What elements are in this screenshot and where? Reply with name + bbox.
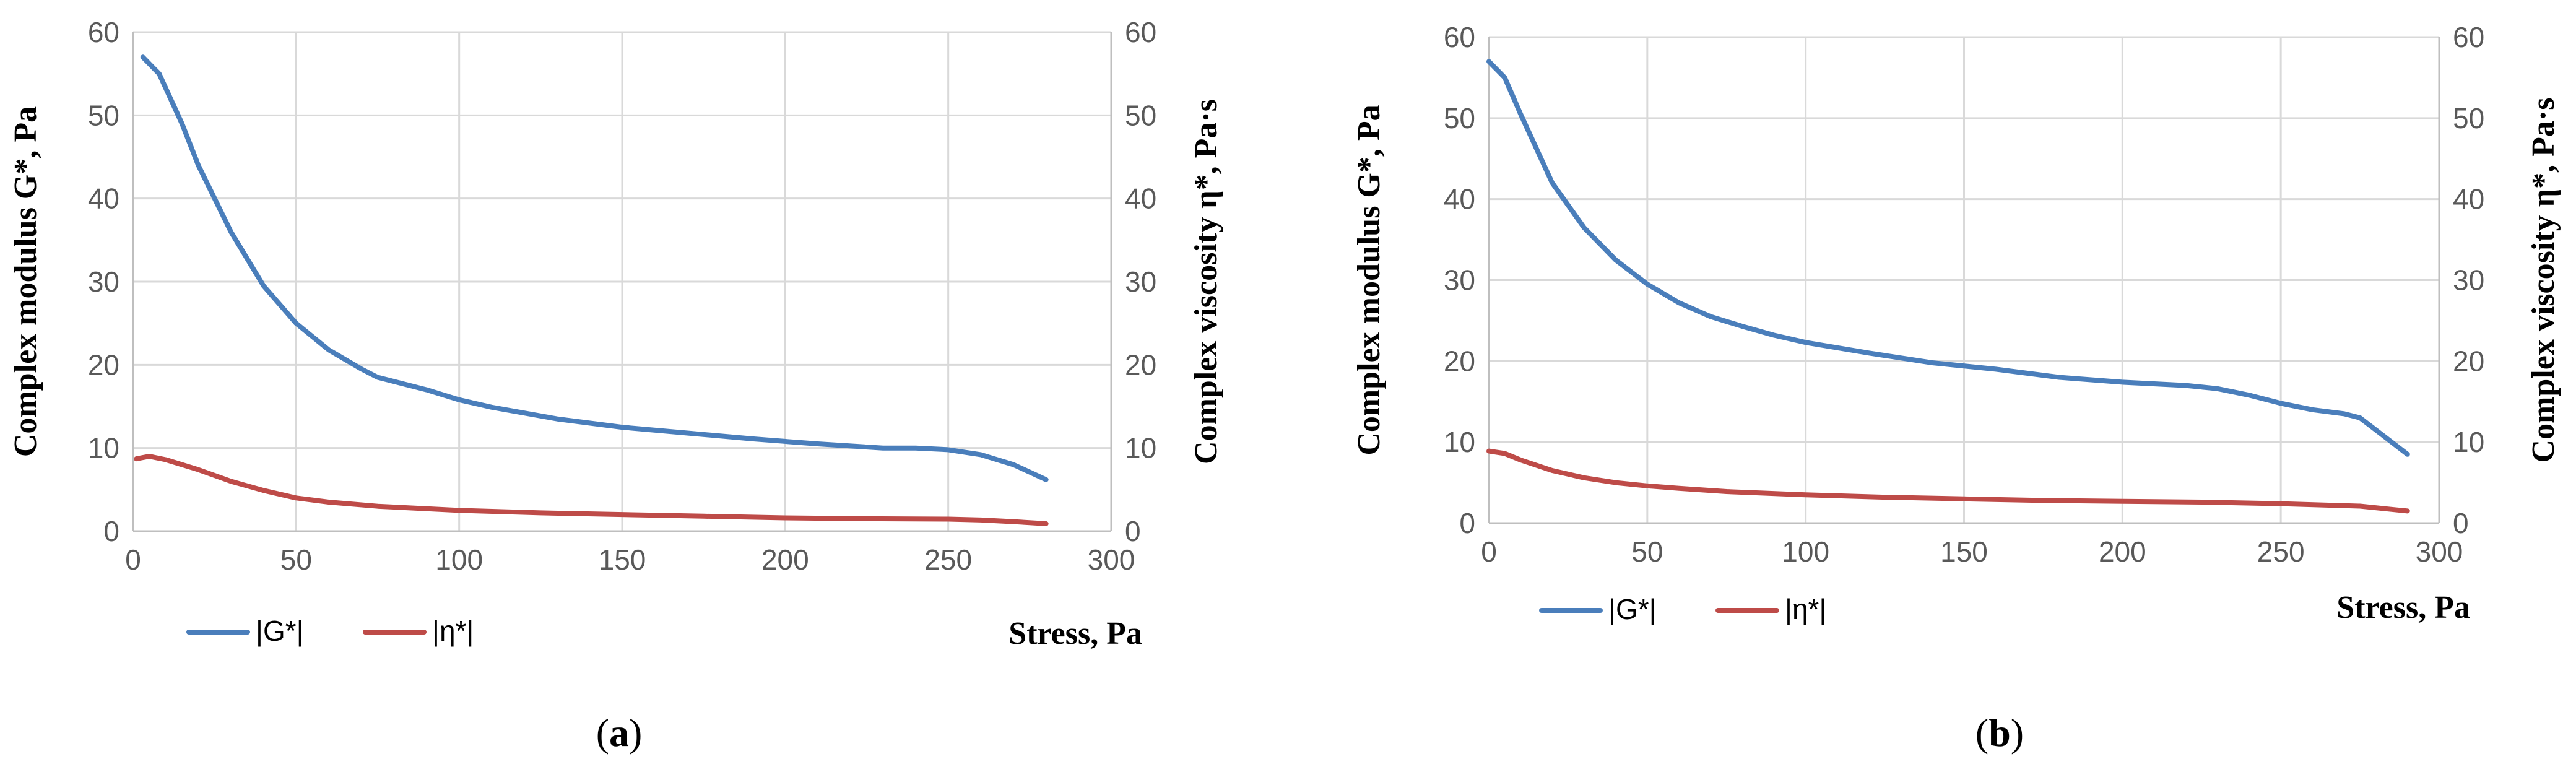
x-tick-label: 50 — [280, 544, 312, 576]
y-tick-label: 60 — [1444, 21, 1475, 53]
y-tick-label: 20 — [1444, 345, 1475, 377]
chart-panel-b: 0 50 100 150 200 250 300 0 10 20 30 40 50 60 0 10 20 30 40… — [1288, 0, 2576, 772]
y2-tick-label: 0 — [2453, 507, 2469, 539]
chart-svg: 0 50 100 150 200 250 3000102030405060010203040… — [8, 16, 1224, 755]
y-tick-label: 0 — [103, 515, 119, 547]
y-tick-label: 0 — [1459, 507, 1475, 539]
x-tick-label: 300 — [1088, 544, 1135, 576]
legend-label: |G*| — [256, 615, 304, 647]
legend-label: |G*| — [1608, 593, 1657, 625]
x-tick-label: 150 — [1940, 536, 1988, 568]
x-tick-label: 300 — [2416, 536, 2463, 568]
chart-svg: 0 50 100 150 200 250 3000102030405060010203040… — [1351, 21, 2561, 755]
series-line-g-modulus — [1486, 59, 2410, 457]
y2-tick-label: 10 — [1125, 432, 1156, 464]
y2-tick-label: 60 — [1125, 16, 1156, 48]
y2-tick-label: 60 — [2453, 21, 2484, 53]
y2-tick-label: 10 — [2453, 426, 2484, 458]
y-tick-label: 30 — [1444, 264, 1475, 297]
legend-label: |η*| — [1785, 593, 1826, 625]
x-tick-label: 100 — [1782, 536, 1829, 568]
chart-panel-a: 0 50 100 150 200 250 300 0 10 20 30 40 50 60 0 10 20 30 40… — [8, 16, 1224, 755]
x-tick-label: 0 — [125, 544, 141, 576]
x-tick-label: 200 — [761, 544, 809, 576]
series-line-eta-viscosity — [134, 454, 1049, 526]
panel-caption: (a) — [596, 711, 643, 755]
y-tick-label: 60 — [88, 16, 119, 48]
y2-tick-label: 20 — [1125, 349, 1156, 381]
y2-tick-label: 20 — [2453, 345, 2484, 377]
y-tick-label: 40 — [1444, 183, 1475, 215]
y-tick-label: 30 — [88, 266, 119, 298]
x-tick-label: 200 — [2099, 536, 2146, 568]
y2-axis-title: Complex viscosity η*, Pa·s — [1189, 99, 1224, 464]
panel-caption-letter: b — [1988, 711, 2011, 755]
x-tick-label: 0 — [1481, 536, 1497, 568]
legend-label: |η*| — [432, 615, 474, 647]
panel-caption: (b) — [1975, 711, 2024, 755]
x-tick-label: 50 — [1631, 536, 1663, 568]
x-tick-label: 100 — [435, 544, 483, 576]
y-tick-label: 10 — [88, 432, 119, 464]
series-line-g-modulus — [140, 54, 1049, 482]
y2-tick-label: 50 — [2453, 102, 2484, 134]
y2-tick-label: 40 — [1125, 183, 1156, 215]
y2-tick-label: 40 — [2453, 183, 2484, 215]
x-tick-label: 250 — [2257, 536, 2305, 568]
y-axis-title: Complex modulus G*, Pa — [8, 106, 43, 457]
x-axis-title: Stress, Pa — [2336, 590, 2470, 625]
x-tick-label: 250 — [924, 544, 972, 576]
y-tick-label: 40 — [88, 183, 119, 215]
panel-caption-letter: a — [609, 711, 629, 755]
y-tick-label: 10 — [1444, 426, 1475, 458]
y2-tick-label: 0 — [1125, 515, 1141, 547]
series-line-eta-viscosity — [1486, 448, 2410, 514]
y-tick-label: 50 — [1444, 102, 1475, 134]
x-axis-title: Stress, Pa — [1008, 616, 1142, 651]
y-tick-label: 50 — [88, 99, 119, 131]
y-tick-label: 20 — [88, 349, 119, 381]
y2-tick-label: 50 — [1125, 99, 1156, 131]
y2-tick-label: 30 — [1125, 266, 1156, 298]
y2-axis-title: Complex viscosity η*, Pa·s — [2526, 98, 2561, 463]
y2-tick-label: 30 — [2453, 264, 2484, 297]
y-axis-title: Complex modulus G*, Pa — [1351, 105, 1387, 455]
x-tick-label: 150 — [599, 544, 646, 576]
